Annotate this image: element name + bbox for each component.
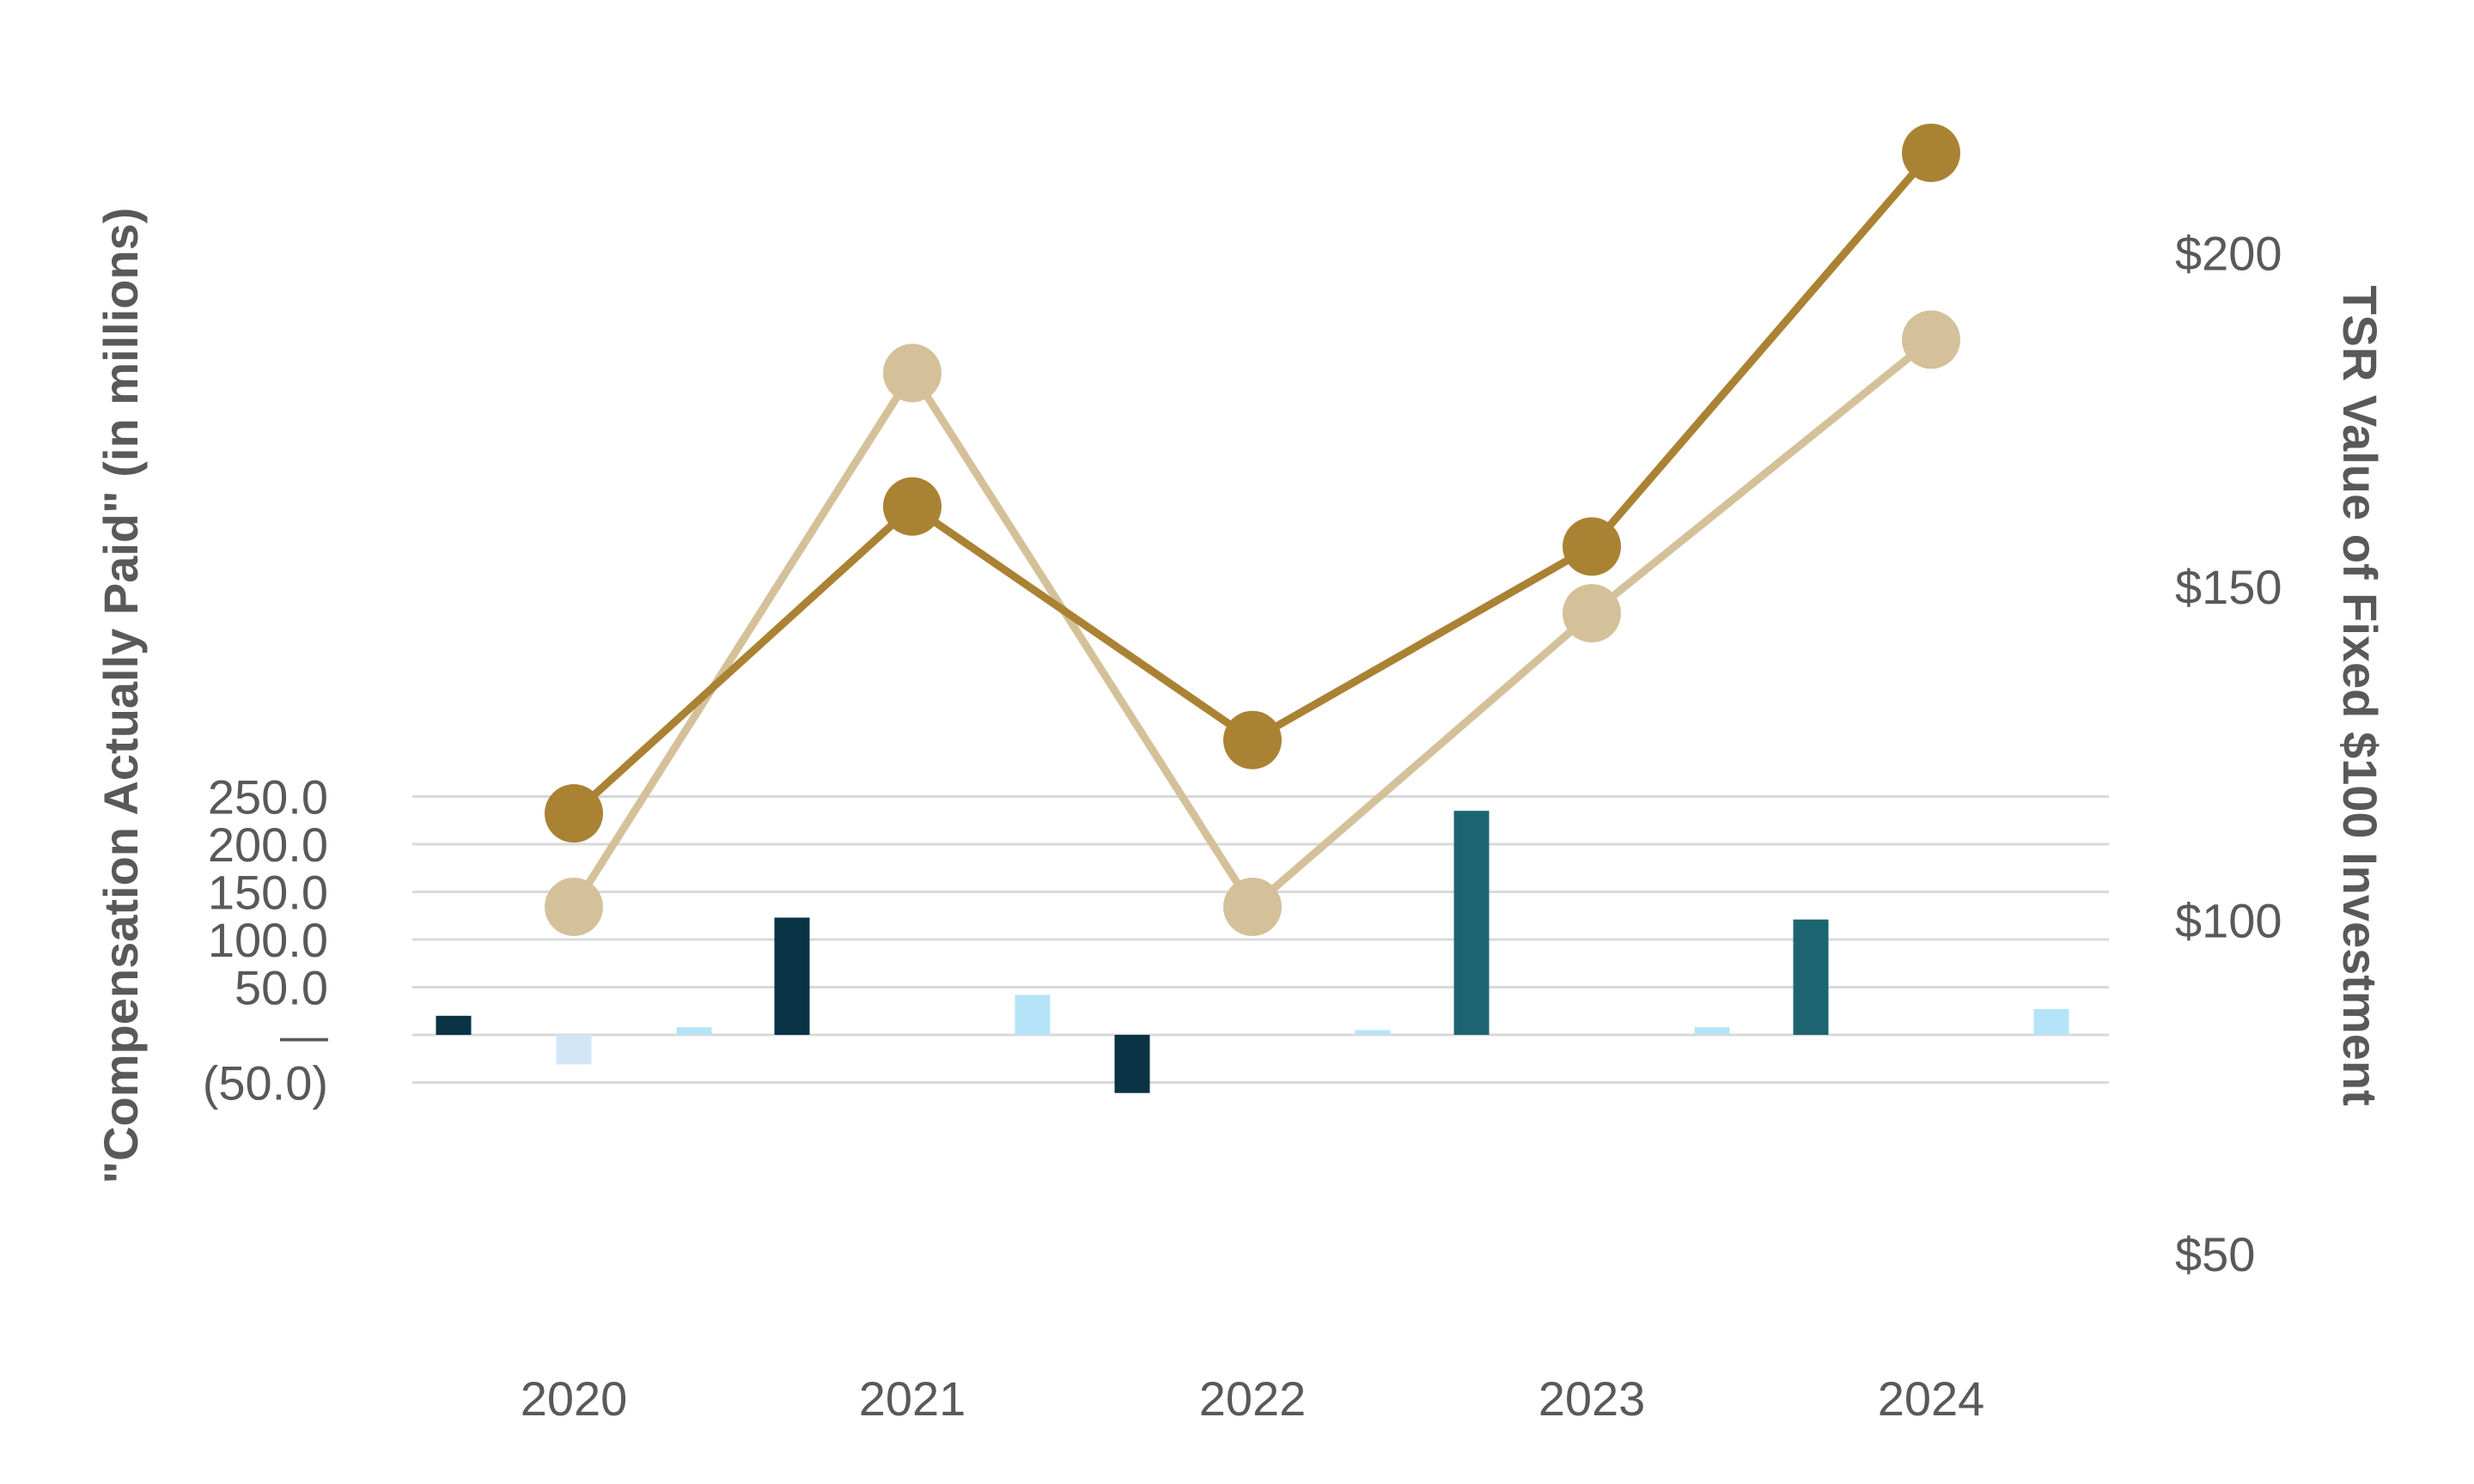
bar xyxy=(1793,919,1829,1035)
left-tick-label: 200.0 xyxy=(208,818,328,872)
bar xyxy=(1694,1027,1730,1035)
bar xyxy=(1015,994,1051,1035)
bar xyxy=(676,1027,712,1035)
left-tick-label: 100.0 xyxy=(208,913,328,967)
right-axis-title: TSR Value of Fixed $100 Investment xyxy=(2333,285,2387,1105)
bar xyxy=(1355,1030,1391,1035)
data-point xyxy=(883,344,941,403)
bar xyxy=(1114,1035,1150,1093)
x-tick-label: 2023 xyxy=(1539,1371,1646,1426)
x-tick-label: 2024 xyxy=(1878,1371,1985,1426)
right-tick-label: $150 xyxy=(2175,560,2282,614)
gridlines xyxy=(412,795,2109,1084)
data-point xyxy=(1223,710,1282,769)
right-axis-ticks: $200 $150 $100 $50 xyxy=(2175,227,2282,1282)
data-point xyxy=(1902,123,1960,182)
right-tick-label: $100 xyxy=(2175,894,2282,948)
right-tick-label: $50 xyxy=(2175,1227,2255,1281)
series-line xyxy=(570,337,1934,911)
left-tick-label: 250.0 xyxy=(208,770,328,824)
data-point xyxy=(545,784,603,843)
bar xyxy=(774,917,810,1035)
x-tick-label: 2022 xyxy=(1199,1371,1307,1426)
left-axis-title: "Compensation Actually Paid" (in million… xyxy=(94,208,148,1184)
data-point xyxy=(1902,310,1960,369)
data-point xyxy=(1563,584,1621,643)
data-point xyxy=(545,877,603,936)
bar xyxy=(1453,811,1490,1035)
bar xyxy=(436,1015,472,1035)
data-point xyxy=(883,477,941,536)
right-tick-label: $200 xyxy=(2175,227,2282,281)
x-tick-label: 2021 xyxy=(859,1371,966,1426)
data-point xyxy=(1223,877,1282,936)
left-tick-label: 50.0 xyxy=(235,961,328,1015)
bar xyxy=(2033,1009,2069,1035)
data-point xyxy=(1563,517,1621,576)
bar xyxy=(556,1035,592,1065)
x-axis-ticks: 2020 2021 2022 2023 2024 xyxy=(521,1371,1985,1426)
left-tick-label: — xyxy=(280,1008,328,1062)
left-tick-label: (50.0) xyxy=(203,1056,328,1110)
bars xyxy=(436,811,2069,1093)
x-tick-label: 2020 xyxy=(521,1371,628,1426)
lines xyxy=(545,123,1960,936)
left-tick-label: 150.0 xyxy=(208,866,328,920)
